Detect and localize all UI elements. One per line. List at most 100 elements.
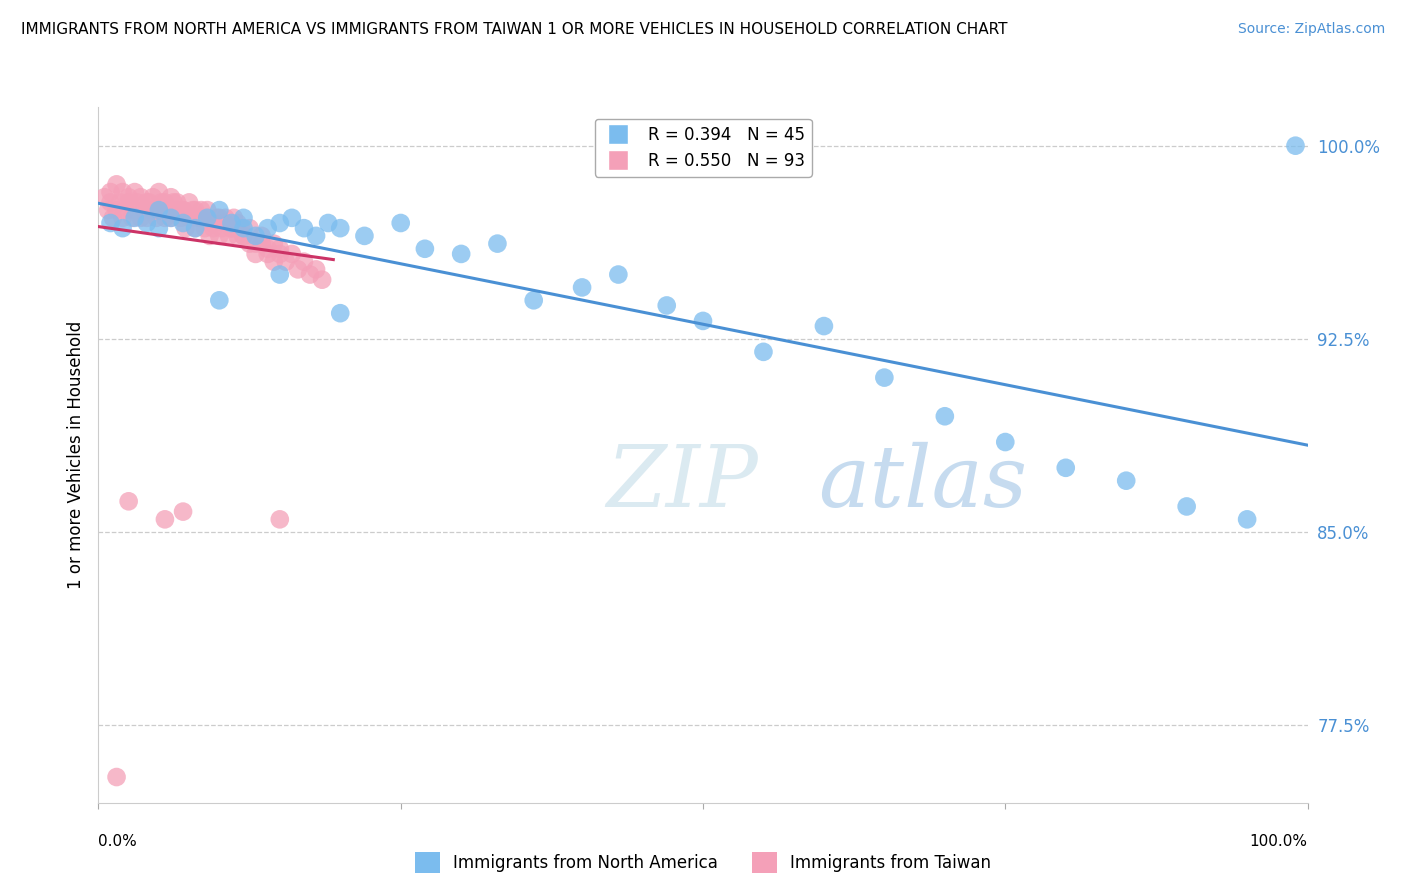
Legend: Immigrants from North America, Immigrants from Taiwan: Immigrants from North America, Immigrant… [408, 846, 998, 880]
Point [256, 221, 278, 235]
Point [486, 236, 509, 251]
Point [292, 221, 315, 235]
Point [813, 319, 835, 334]
Point [311, 273, 333, 287]
Point [316, 216, 339, 230]
Point [138, 195, 160, 210]
Text: ZIP: ZIP [606, 442, 758, 524]
Point [174, 221, 197, 235]
Point [195, 203, 218, 218]
Point [250, 228, 273, 243]
Point [172, 505, 194, 519]
Legend: R = 0.394   N = 45, R = 0.550   N = 93: R = 0.394 N = 45, R = 0.550 N = 93 [595, 119, 811, 177]
Point [100, 185, 122, 199]
Point [523, 293, 546, 308]
Point [239, 221, 262, 235]
Point [389, 216, 412, 230]
Point [135, 195, 157, 210]
Point [1115, 474, 1137, 488]
Point [239, 236, 262, 251]
Point [179, 195, 201, 210]
Point [274, 254, 297, 268]
Point [205, 211, 228, 225]
Point [150, 195, 173, 210]
Point [571, 280, 593, 294]
Point [93, 190, 115, 204]
Point [873, 370, 896, 384]
Point [269, 216, 291, 230]
Point [111, 211, 134, 225]
Point [111, 221, 134, 235]
Point [269, 512, 291, 526]
Point [100, 216, 122, 230]
Point [245, 236, 267, 251]
Point [413, 242, 436, 256]
Point [114, 203, 136, 218]
Point [214, 211, 236, 225]
Point [108, 195, 131, 210]
Point [142, 203, 165, 218]
Point [134, 203, 156, 218]
Point [172, 203, 194, 218]
Point [160, 190, 183, 204]
Point [221, 216, 243, 230]
Text: 100.0%: 100.0% [1250, 834, 1308, 849]
Point [198, 228, 221, 243]
Point [181, 203, 204, 218]
Point [202, 216, 225, 230]
Point [172, 203, 194, 218]
Point [135, 216, 157, 230]
Point [607, 268, 630, 282]
Point [190, 211, 212, 225]
Point [752, 344, 775, 359]
Point [121, 211, 143, 225]
Point [124, 185, 146, 199]
Point [329, 306, 352, 320]
Point [256, 242, 278, 256]
Point [166, 195, 188, 210]
Point [692, 314, 714, 328]
Point [184, 203, 207, 218]
Point [129, 211, 152, 225]
Point [287, 262, 309, 277]
Point [299, 268, 322, 282]
Point [148, 221, 170, 235]
Point [655, 298, 678, 312]
Point [256, 247, 278, 261]
Point [195, 211, 218, 225]
Point [179, 211, 201, 225]
Point [124, 211, 146, 225]
Point [226, 228, 249, 243]
Point [226, 216, 249, 230]
Point [1054, 460, 1077, 475]
Point [153, 512, 176, 526]
Point [153, 211, 176, 225]
Point [229, 221, 252, 235]
Point [127, 195, 149, 210]
Point [211, 221, 233, 235]
Point [208, 228, 231, 243]
Point [145, 211, 167, 225]
Point [101, 211, 124, 225]
Point [184, 221, 207, 235]
Point [329, 221, 352, 235]
Point [263, 254, 285, 268]
Point [934, 409, 956, 424]
Point [1284, 138, 1306, 153]
Point [135, 211, 157, 225]
Point [194, 221, 217, 235]
Point [232, 228, 254, 243]
Point [281, 247, 304, 261]
Point [269, 268, 291, 282]
Point [305, 228, 328, 243]
Point [157, 203, 180, 218]
Point [202, 221, 225, 235]
Point [160, 211, 183, 225]
Point [190, 203, 212, 218]
Point [1236, 512, 1258, 526]
Point [118, 494, 141, 508]
Point [148, 203, 170, 218]
Text: atlas: atlas [818, 442, 1026, 524]
Point [222, 211, 245, 225]
Point [111, 185, 134, 199]
